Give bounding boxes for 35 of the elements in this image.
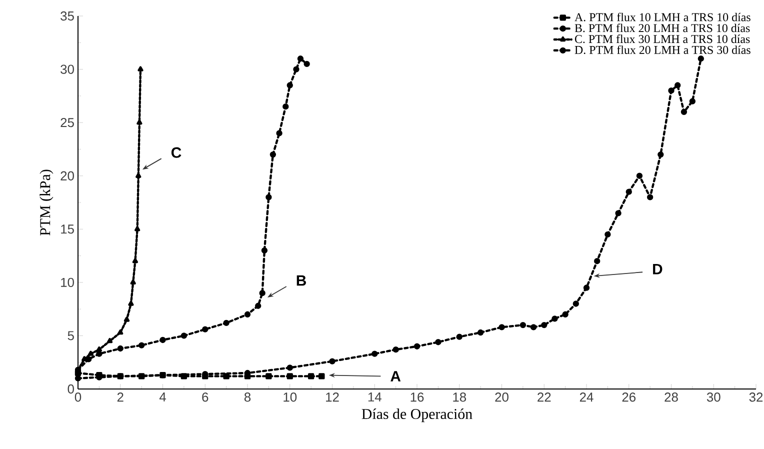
x-tick-label: 18: [453, 392, 466, 402]
annotation: A: [390, 371, 401, 382]
annotation: B: [296, 275, 306, 286]
x-tick-label: 22: [538, 392, 551, 402]
x-tick-label: 2: [117, 392, 124, 402]
y-tick-label: 15: [61, 224, 74, 234]
y-tick-label: 0: [68, 384, 74, 394]
x-tick-label: 10: [284, 392, 297, 402]
x-tick-label: 4: [159, 392, 166, 402]
x-tick-label: 14: [368, 392, 382, 402]
legend-label: D. PTM flux 20 LMH a TRS 30 días: [574, 45, 750, 54]
x-tick-label: 28: [664, 392, 678, 402]
y-tick-label: 5: [68, 331, 74, 340]
x-tick-label: 8: [244, 392, 251, 402]
annotation: C: [171, 147, 182, 158]
x-tick-label: 16: [410, 392, 424, 402]
y-tick-label: 10: [61, 278, 74, 288]
y-axis-title: PTM (kPa): [40, 170, 54, 236]
x-tick-label: 0: [74, 392, 82, 402]
y-tick-label: 20: [60, 171, 74, 180]
annotation: D: [653, 264, 662, 274]
x-tick-label: 6: [202, 392, 208, 402]
y-tick-label: 30: [60, 64, 74, 74]
legend-label: B. PTM flux 20 LMH a TRS 10 días: [574, 24, 750, 32]
x-tick-label: 24: [580, 392, 594, 402]
x-tick-label: 30: [706, 392, 720, 402]
legend-label: A. PTM flux 10 LMH a TRS 10 días: [574, 12, 750, 22]
y-tick-label: 35: [60, 11, 74, 21]
x-tick-label: 32: [749, 392, 763, 402]
x-axis-title: Días de Operación: [362, 408, 472, 422]
y-tick-label: 25: [60, 118, 74, 128]
x-tick-label: 26: [622, 392, 636, 402]
legend-label: C. PTM flux 30 LMH a TRS 10 días: [574, 34, 750, 44]
x-tick-label: 20: [495, 392, 508, 402]
x-tick-label: 12: [326, 392, 339, 402]
